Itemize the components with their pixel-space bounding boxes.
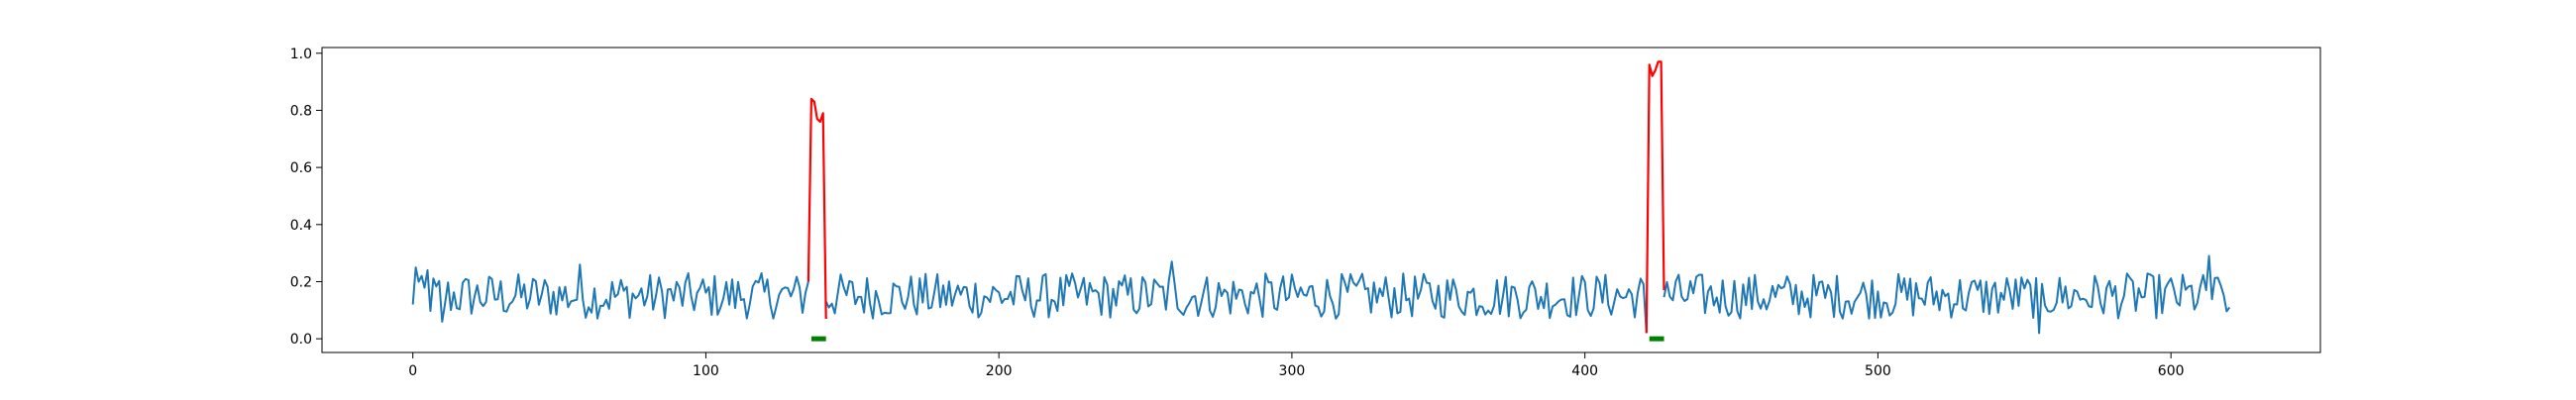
anomaly-line-0 [806,97,827,320]
y-tick-label-4: 0.8 [290,103,312,119]
plot-lines [411,60,2231,342]
x-tick-label-3: 300 [1279,363,1306,379]
signal-line-segment-1 [824,260,1648,334]
signal-line-segment-2 [1663,254,2231,335]
y-tick-label-2: 0.4 [290,218,312,234]
y-tick-label-1: 0.2 [290,274,312,290]
x-tick-label-4: 400 [1571,363,1598,379]
y-tick-label-0: 0.0 [290,332,312,348]
y-tick-label-3: 0.6 [290,160,312,176]
x-tick-label-6: 600 [2158,363,2185,379]
x-tick-label-2: 200 [986,363,1013,379]
x-tick-label-1: 100 [693,363,719,379]
signal-line-segment-0 [411,263,809,323]
x-axis: 0 100 200 300 400 500 600 [408,352,2185,379]
anomaly-line-1 [1645,60,1665,334]
y-axis: 0.0 0.2 0.4 0.6 0.8 1.0 [290,47,322,348]
x-tick-label-0: 0 [408,363,417,379]
plot-frame [321,47,2321,353]
y-tick-label-5: 1.0 [290,47,312,62]
x-tick-label-5: 500 [1865,363,1891,379]
